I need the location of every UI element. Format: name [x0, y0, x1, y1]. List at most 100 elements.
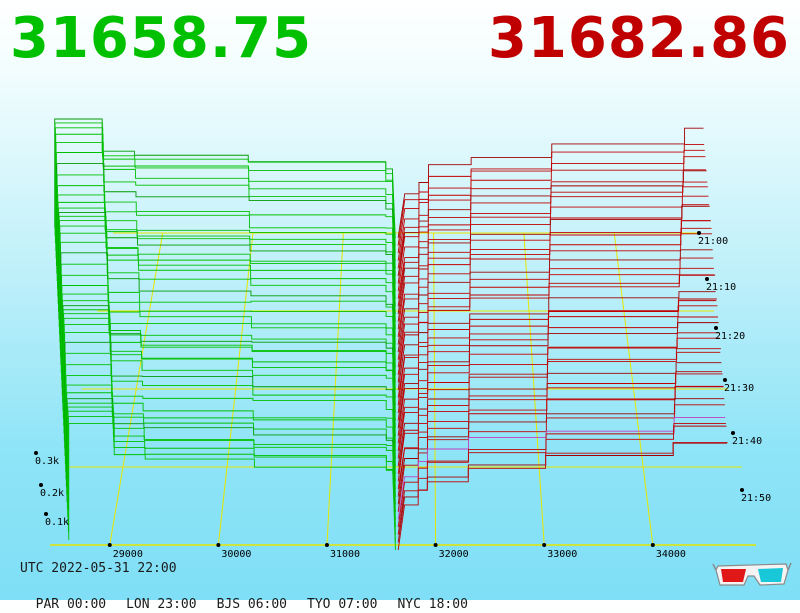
grid-line-price [613, 232, 654, 546]
depth-chart: 29000 30000 31000 32000 33000 34000 0.1k 0.2k 0.… [34, 118, 771, 560]
bid-depth-line [56, 163, 396, 284]
x-tick-label: 32000 [439, 549, 469, 560]
ask-depth-line [397, 249, 713, 353]
depth-tick-label: 0.3k [35, 456, 59, 467]
bid-depth-line [61, 293, 396, 406]
clock-tyo: TYO 07:00 [307, 597, 378, 612]
bid-depth-line [54, 122, 396, 246]
bid-depth-line [58, 207, 396, 322]
clock-lon: LON 23:00 [126, 597, 197, 612]
depth-tick-label: 0.1k [45, 517, 69, 528]
time-tick-mark [731, 431, 735, 435]
3d-glasses-icon[interactable] [712, 558, 792, 592]
clock-nyc: NYC 18:00 [397, 597, 468, 612]
ask-depth-line [397, 257, 714, 360]
bid-depth-line [62, 300, 396, 414]
depth-tick-mark [39, 483, 43, 487]
ask-depth-line [397, 417, 726, 520]
ask-depth-line [397, 204, 710, 307]
bid-depth-line [58, 211, 396, 330]
x-tick-mark [542, 543, 547, 547]
time-tick-mark [705, 277, 709, 281]
bid-depth-line [66, 392, 396, 505]
bid-depth-line [66, 398, 396, 512]
utc-clock: UTC 2022-05-31 22:00 [20, 561, 177, 576]
bid-depth-line [55, 152, 396, 277]
bid-depth-line [56, 174, 396, 292]
x-tick-mark [107, 543, 112, 547]
ask-price: 31682.86 [487, 6, 790, 71]
x-tick-mark [324, 543, 329, 547]
grid-line-price [217, 232, 254, 546]
depth-tick-label: 0.2k [40, 488, 64, 499]
x-tick-label: 33000 [547, 549, 577, 560]
bid-depth-line [65, 375, 396, 490]
bid-depth-line [67, 406, 396, 528]
time-tick-label: 21:00 [698, 236, 728, 247]
bid-depth-line [66, 402, 396, 520]
bid-depth-line [54, 118, 396, 239]
ask-depth-line [397, 398, 725, 505]
bid-depth-line [68, 422, 396, 551]
world-clocks: PAR 00:00 LON 23:00 BJS 06:00 TYO 07:00 NYC … [20, 581, 488, 613]
time-tick-label: 21:10 [706, 282, 736, 293]
bid-depth-line [62, 305, 396, 421]
bid-depth-line [65, 384, 396, 497]
time-tick-label: 21:50 [741, 493, 771, 504]
ask-depth-line [397, 442, 728, 543]
bid-depth-line [57, 194, 396, 307]
bid-depth-line [64, 332, 396, 459]
depth-tick-mark [34, 451, 38, 455]
bid-depth-line [61, 274, 396, 391]
bid-depth-line [63, 324, 396, 452]
bid-depth-line [64, 341, 396, 467]
bid-depth-line [63, 317, 396, 444]
bid-depth-line [65, 364, 396, 482]
time-tick-label: 21:40 [732, 436, 762, 447]
ask-depth-line [397, 337, 720, 444]
bid-depth-line [60, 252, 396, 375]
ask-depth-line [397, 442, 728, 551]
x-tick-label: 30000 [221, 549, 251, 560]
bid-depth-line [55, 133, 396, 261]
ask-depth-line [397, 371, 723, 474]
bid-depth-line [67, 410, 396, 535]
bid-depth-line [57, 185, 396, 299]
bid-depth-line [62, 309, 396, 429]
depth-tick-mark [44, 512, 48, 516]
x-tick-mark [433, 543, 438, 547]
x-tick-label: 29000 [113, 549, 143, 560]
ask-depth-line [397, 156, 706, 261]
bid-depth-line [54, 127, 396, 254]
ask-depth-lines [397, 127, 728, 551]
ask-depth-line [397, 404, 725, 513]
time-tick-mark [740, 488, 744, 492]
bid-depth-line [63, 313, 396, 436]
bid-depth-line [67, 416, 396, 543]
bid-depth-line [61, 285, 396, 398]
ask-depth-line [397, 149, 705, 254]
bid-depth-line [55, 142, 396, 269]
axis-labels: 29000 30000 31000 32000 33000 34000 0.1k 0.2k 0.… [34, 231, 771, 560]
ask-depth-line [397, 351, 721, 452]
x-tick-label: 31000 [330, 549, 360, 560]
time-tick-label: 21:20 [715, 331, 745, 342]
x-tick-label: 34000 [656, 549, 686, 560]
time-tick-label: 21:30 [724, 383, 754, 394]
time-tick-mark [723, 378, 727, 382]
bid-depth-line [59, 220, 396, 345]
ask-depth-line [397, 274, 716, 383]
bid-depth-line [59, 232, 396, 360]
time-tick-mark [697, 231, 701, 235]
bid-depth-line [59, 225, 396, 353]
bid-depth-line [60, 263, 396, 383]
ask-depth-line [397, 274, 715, 376]
grid-line-price [433, 232, 437, 546]
clock-bjs: BJS 06:00 [216, 597, 288, 612]
clock-par: PAR 00:00 [35, 597, 107, 612]
grid-line-price [109, 232, 164, 546]
bid-price: 31658.75 [10, 6, 313, 71]
bid-depth-line [60, 241, 396, 368]
bid-depth-lines [54, 118, 396, 551]
x-tick-mark [216, 543, 221, 547]
